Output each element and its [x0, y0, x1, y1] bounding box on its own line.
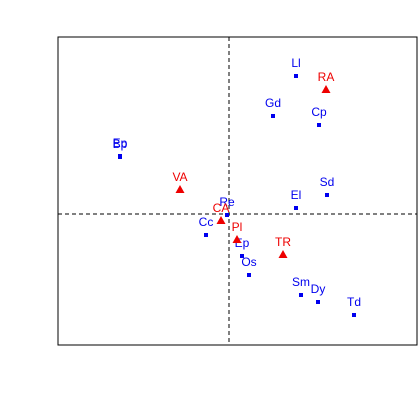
point-label: TR [275, 235, 291, 249]
point [216, 216, 226, 224]
point-label: RA [318, 70, 335, 84]
point [278, 250, 288, 258]
point-label: VA [172, 170, 187, 184]
point-label: CA [213, 201, 230, 215]
point [294, 206, 298, 210]
point-label: Ep [113, 136, 128, 150]
point-label: Re [219, 195, 235, 209]
point-label: Sm [292, 275, 310, 289]
point-label: El [291, 188, 302, 202]
point [118, 154, 122, 158]
point [247, 273, 251, 277]
point-label: Bp [113, 137, 128, 151]
point-label: Dy [311, 282, 326, 296]
point [271, 114, 275, 118]
point [294, 74, 298, 78]
point [225, 213, 229, 217]
point-label: Gd [265, 96, 281, 110]
plot-frame [57, 36, 418, 346]
point-label: Sd [320, 175, 335, 189]
point-label: Cc [199, 215, 214, 229]
point [175, 185, 185, 193]
point [240, 254, 244, 258]
point-label: Ll [291, 56, 300, 70]
point [316, 300, 320, 304]
point [299, 293, 303, 297]
point-label: Os [241, 255, 256, 269]
point [321, 85, 331, 93]
point [204, 233, 208, 237]
point-label: Pl [232, 220, 243, 234]
point [352, 313, 356, 317]
point [325, 193, 329, 197]
point [317, 123, 321, 127]
point-label: Cp [311, 105, 327, 119]
point [232, 235, 242, 243]
point-label: Td [347, 295, 361, 309]
